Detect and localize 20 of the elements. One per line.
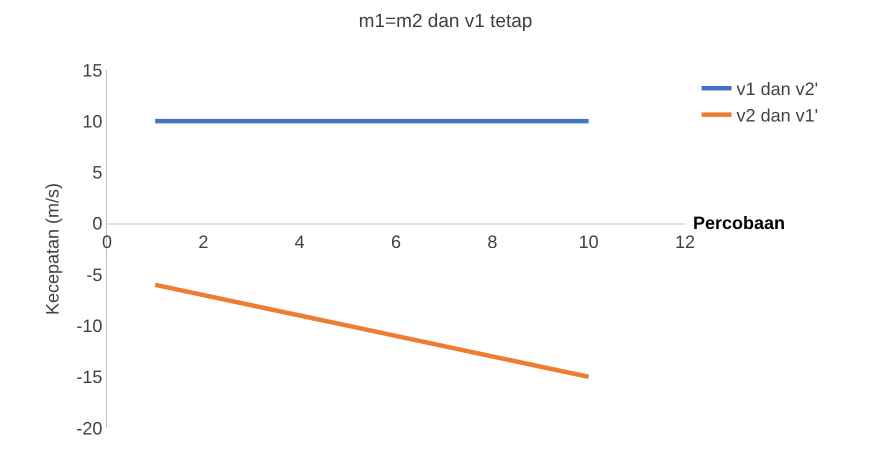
y-tick-label: -15 — [76, 367, 102, 388]
line-series — [152, 282, 591, 380]
y-tick-label: -20 — [76, 418, 102, 438]
y-tick-label: 0 — [92, 214, 102, 234]
y-tick-label: -5 — [86, 264, 102, 285]
y-tick-label: 5 — [92, 162, 102, 183]
chart-title: m1=m2 dan v1 tetap — [358, 10, 532, 32]
x-tick-label: 6 — [390, 232, 402, 252]
x-tick-label: 2 — [198, 232, 208, 252]
y-tick-label: -10 — [76, 316, 102, 336]
y-tick-label: 10 — [82, 111, 102, 132]
y-axis-title: Kecepatan (m/s) — [42, 182, 63, 316]
x-tick-label: 10 — [578, 232, 599, 252]
y-tick-label: 15 — [82, 60, 102, 80]
legend-label: v2 dan v1' — [736, 106, 818, 126]
x-tick-label: 8 — [487, 232, 498, 252]
legend-label: v1 dan v2' — [736, 79, 818, 100]
x-tick-label: 4 — [294, 232, 305, 252]
x-tick-label: 12 — [674, 232, 696, 252]
x-axis-title: Percobaan — [693, 213, 786, 233]
